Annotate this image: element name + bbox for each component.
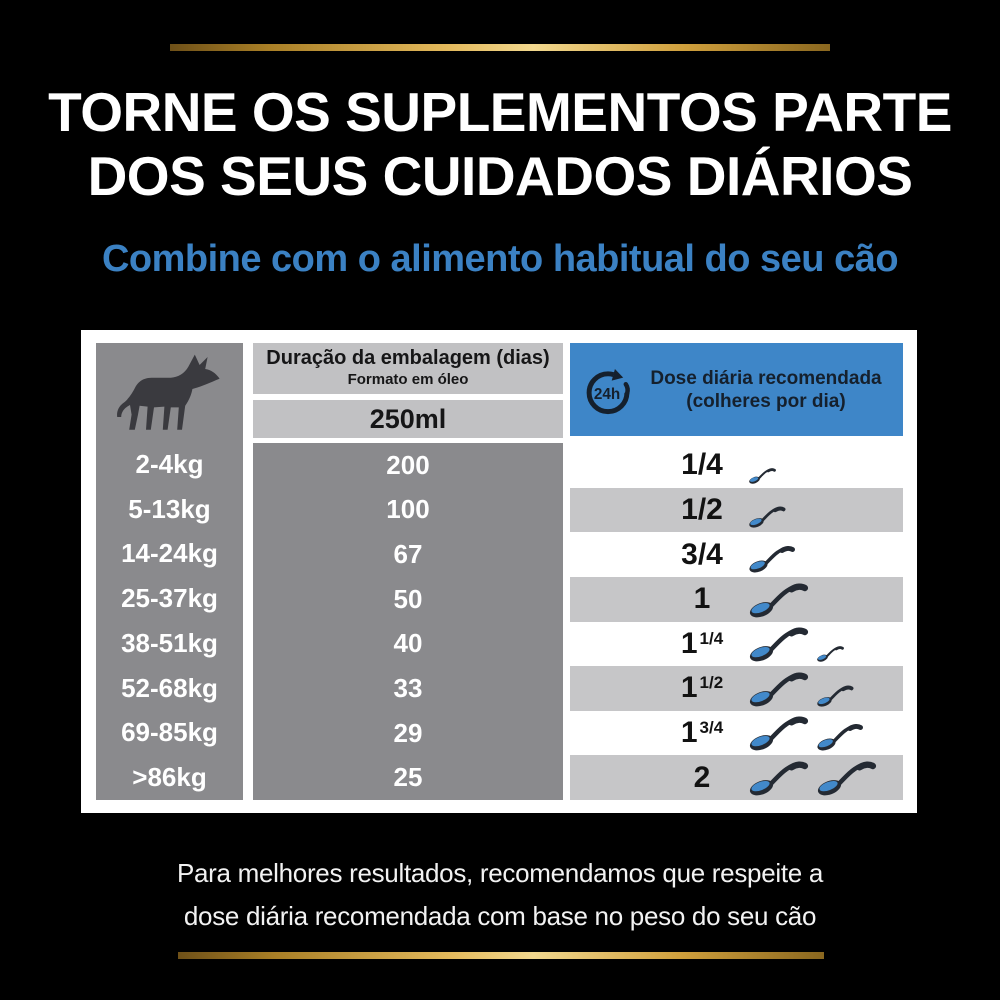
bottom-gold-divider — [178, 952, 824, 959]
dog-icon — [116, 354, 220, 430]
spoon-group — [748, 759, 880, 796]
duration-header: Duração da embalagem (dias) Formato em ó… — [253, 343, 563, 394]
spoon-icon — [749, 716, 809, 751]
duration-header-title: Duração da embalagem (dias) — [266, 347, 550, 369]
dose-whole: 1/2 — [681, 492, 723, 526]
dosage-table: 2-4kg 5-13kg 14-24kg 25-37kg 38-51kg 52-68kg 6… — [81, 330, 917, 813]
spoon-group — [748, 467, 778, 484]
dose-whole: 3/4 — [681, 537, 723, 571]
dose-amount: 2 — [570, 761, 834, 795]
spoon-icon — [749, 467, 776, 484]
duration-cell: 50 — [393, 583, 423, 614]
footer-line-2: dose diária recomendada com base no peso… — [183, 901, 817, 931]
spoon-group — [748, 505, 788, 528]
spoon-icon — [817, 724, 863, 751]
weight-cell: 25-37kg — [121, 583, 218, 614]
dose-amount: 3/4 — [570, 538, 834, 572]
spoon-icon — [749, 506, 786, 528]
title-line-2: DOS SEUS CUIDADOS DIÁRIOS — [87, 145, 913, 207]
footer-note: Para melhores resultados, recomendamos q… — [0, 852, 1000, 938]
dose-header-line-1: Dose diária recomendada — [650, 367, 882, 389]
weight-cell: 5-13kg — [128, 493, 211, 524]
duration-column: Duração da embalagem (dias) Formato em ó… — [253, 343, 563, 800]
spoon-icon — [749, 545, 795, 573]
dose-amount: 1 1/4 — [570, 627, 834, 661]
duration-cell: 200 — [386, 449, 430, 480]
dose-cell: 1 1/4 — [570, 622, 903, 667]
spoon-icon — [749, 627, 809, 662]
weight-column-header — [96, 343, 243, 442]
page-title: TORNE OS SUPLEMENTOS PARTE DOS SEUS CUID… — [0, 80, 1000, 208]
dose-cell: 1/2 — [570, 487, 903, 533]
duration-cell: 40 — [393, 628, 423, 659]
dose-cell: 1 — [570, 576, 903, 622]
dose-rows: 1/4 1/2 3/4 1 1 1/4 1 1/2 — [570, 443, 903, 800]
dose-fraction: 3/4 — [699, 718, 724, 738]
dose-cell: 2 — [570, 755, 903, 800]
subtitle: Combine com o alimento habitual do seu c… — [101, 238, 899, 280]
spoon-group — [748, 670, 856, 707]
dose-whole: 1 — [693, 582, 711, 616]
spoon-icon — [749, 672, 809, 707]
spoon-group — [748, 581, 812, 618]
svg-text:24h: 24h — [594, 386, 620, 403]
duration-header-subtitle: Formato em óleo — [347, 371, 469, 388]
spoon-icon — [817, 685, 854, 707]
dose-cell: 1 3/4 — [570, 711, 903, 756]
spoon-icon — [817, 646, 844, 662]
top-gold-divider — [170, 44, 830, 51]
spoon-group — [748, 544, 798, 573]
dose-amount: 1 1/2 — [570, 671, 834, 705]
duration-cell: 67 — [393, 539, 423, 570]
weight-cell: 52-68kg — [121, 672, 218, 703]
weight-cell: 2-4kg — [135, 448, 204, 479]
weight-cell: 69-85kg — [121, 717, 218, 748]
spoon-icon — [749, 583, 809, 617]
duration-cell: 100 — [386, 494, 430, 525]
dose-amount: 1/2 — [570, 493, 834, 527]
dose-header-text: Dose diária recomendada (colheres por di… — [635, 367, 903, 413]
24h-clock-icon: 24h — [586, 368, 630, 414]
dose-fraction: 1/2 — [699, 673, 724, 693]
duration-cell: 29 — [393, 717, 423, 748]
dose-fraction: 1/4 — [699, 628, 724, 648]
dose-amount: 1 3/4 — [570, 716, 834, 750]
weight-rows: 2-4kg 5-13kg 14-24kg 25-37kg 38-51kg 52-68kg 6… — [96, 442, 243, 800]
weight-column: 2-4kg 5-13kg 14-24kg 25-37kg 38-51kg 52-68kg 6… — [96, 343, 243, 800]
weight-cell: 14-24kg — [121, 538, 218, 569]
dose-whole: 1 — [680, 671, 698, 705]
dose-column: 24h Dose diária recomendada (colheres po… — [570, 343, 903, 800]
dose-cell: 1/4 — [570, 443, 903, 488]
weight-cell: 38-51kg — [121, 627, 218, 658]
duration-cell: 33 — [393, 672, 423, 703]
dose-amount: 1 — [570, 582, 834, 616]
spoon-icon — [749, 761, 809, 796]
duration-cell: 25 — [393, 762, 423, 793]
dose-whole: 2 — [693, 760, 711, 794]
dose-header-line-2: (colheres por dia) — [686, 390, 846, 412]
dose-cell: 1 1/2 — [570, 666, 903, 711]
spoon-group — [748, 625, 846, 662]
weight-cell: >86kg — [132, 762, 207, 793]
dose-header: 24h Dose diária recomendada (colheres po… — [570, 343, 903, 436]
dose-amount: 1/4 — [570, 448, 834, 482]
footer-line-1: Para melhores resultados, recomendamos q… — [176, 858, 823, 888]
dose-whole: 1/4 — [681, 448, 723, 482]
spoon-group — [748, 714, 866, 751]
volume-label: 250ml — [253, 400, 563, 438]
dose-whole: 1 — [680, 716, 698, 750]
title-line-1: TORNE OS SUPLEMENTOS PARTE — [48, 81, 952, 143]
spoon-icon — [817, 761, 877, 796]
duration-rows: 200 100 67 50 40 33 29 25 — [253, 443, 563, 800]
dose-whole: 1 — [680, 626, 698, 660]
dose-cell: 3/4 — [570, 532, 903, 577]
